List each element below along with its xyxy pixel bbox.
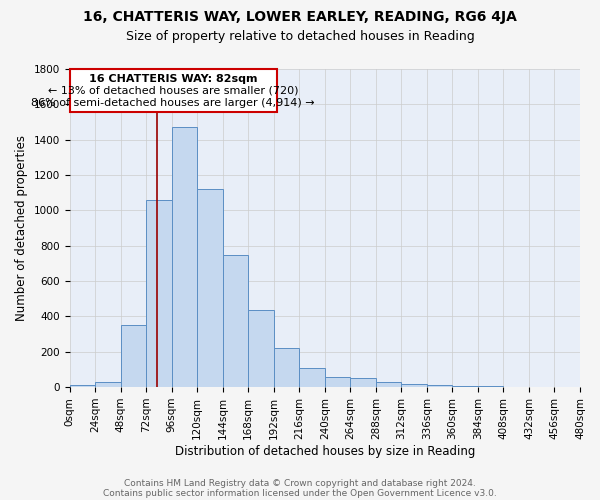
Bar xyxy=(427,385,452,387)
Text: Contains HM Land Registry data © Crown copyright and database right 2024.: Contains HM Land Registry data © Crown c… xyxy=(124,478,476,488)
Bar xyxy=(299,368,325,387)
Bar xyxy=(70,386,95,387)
Bar xyxy=(172,128,197,387)
Text: 16, CHATTERIS WAY, LOWER EARLEY, READING, RG6 4JA: 16, CHATTERIS WAY, LOWER EARLEY, READING… xyxy=(83,10,517,24)
Bar xyxy=(95,382,121,387)
Bar xyxy=(478,386,503,387)
Bar xyxy=(401,384,427,387)
Text: ← 13% of detached houses are smaller (720): ← 13% of detached houses are smaller (72… xyxy=(48,86,298,96)
Text: Contains public sector information licensed under the Open Government Licence v3: Contains public sector information licen… xyxy=(103,488,497,498)
Bar xyxy=(503,386,529,387)
Text: 16 CHATTERIS WAY: 82sqm: 16 CHATTERIS WAY: 82sqm xyxy=(89,74,257,84)
Text: Size of property relative to detached houses in Reading: Size of property relative to detached ho… xyxy=(125,30,475,43)
Text: 86% of semi-detached houses are larger (4,914) →: 86% of semi-detached houses are larger (… xyxy=(31,98,315,108)
Bar xyxy=(248,310,274,387)
Bar xyxy=(350,378,376,387)
Bar xyxy=(452,386,478,387)
X-axis label: Distribution of detached houses by size in Reading: Distribution of detached houses by size … xyxy=(175,444,475,458)
Bar xyxy=(376,382,401,387)
Y-axis label: Number of detached properties: Number of detached properties xyxy=(15,135,28,321)
Bar xyxy=(274,348,299,387)
Bar xyxy=(121,325,146,387)
Bar xyxy=(223,256,248,387)
Bar xyxy=(325,378,350,387)
Bar xyxy=(146,200,172,387)
Bar xyxy=(197,189,223,387)
FancyBboxPatch shape xyxy=(70,69,277,112)
